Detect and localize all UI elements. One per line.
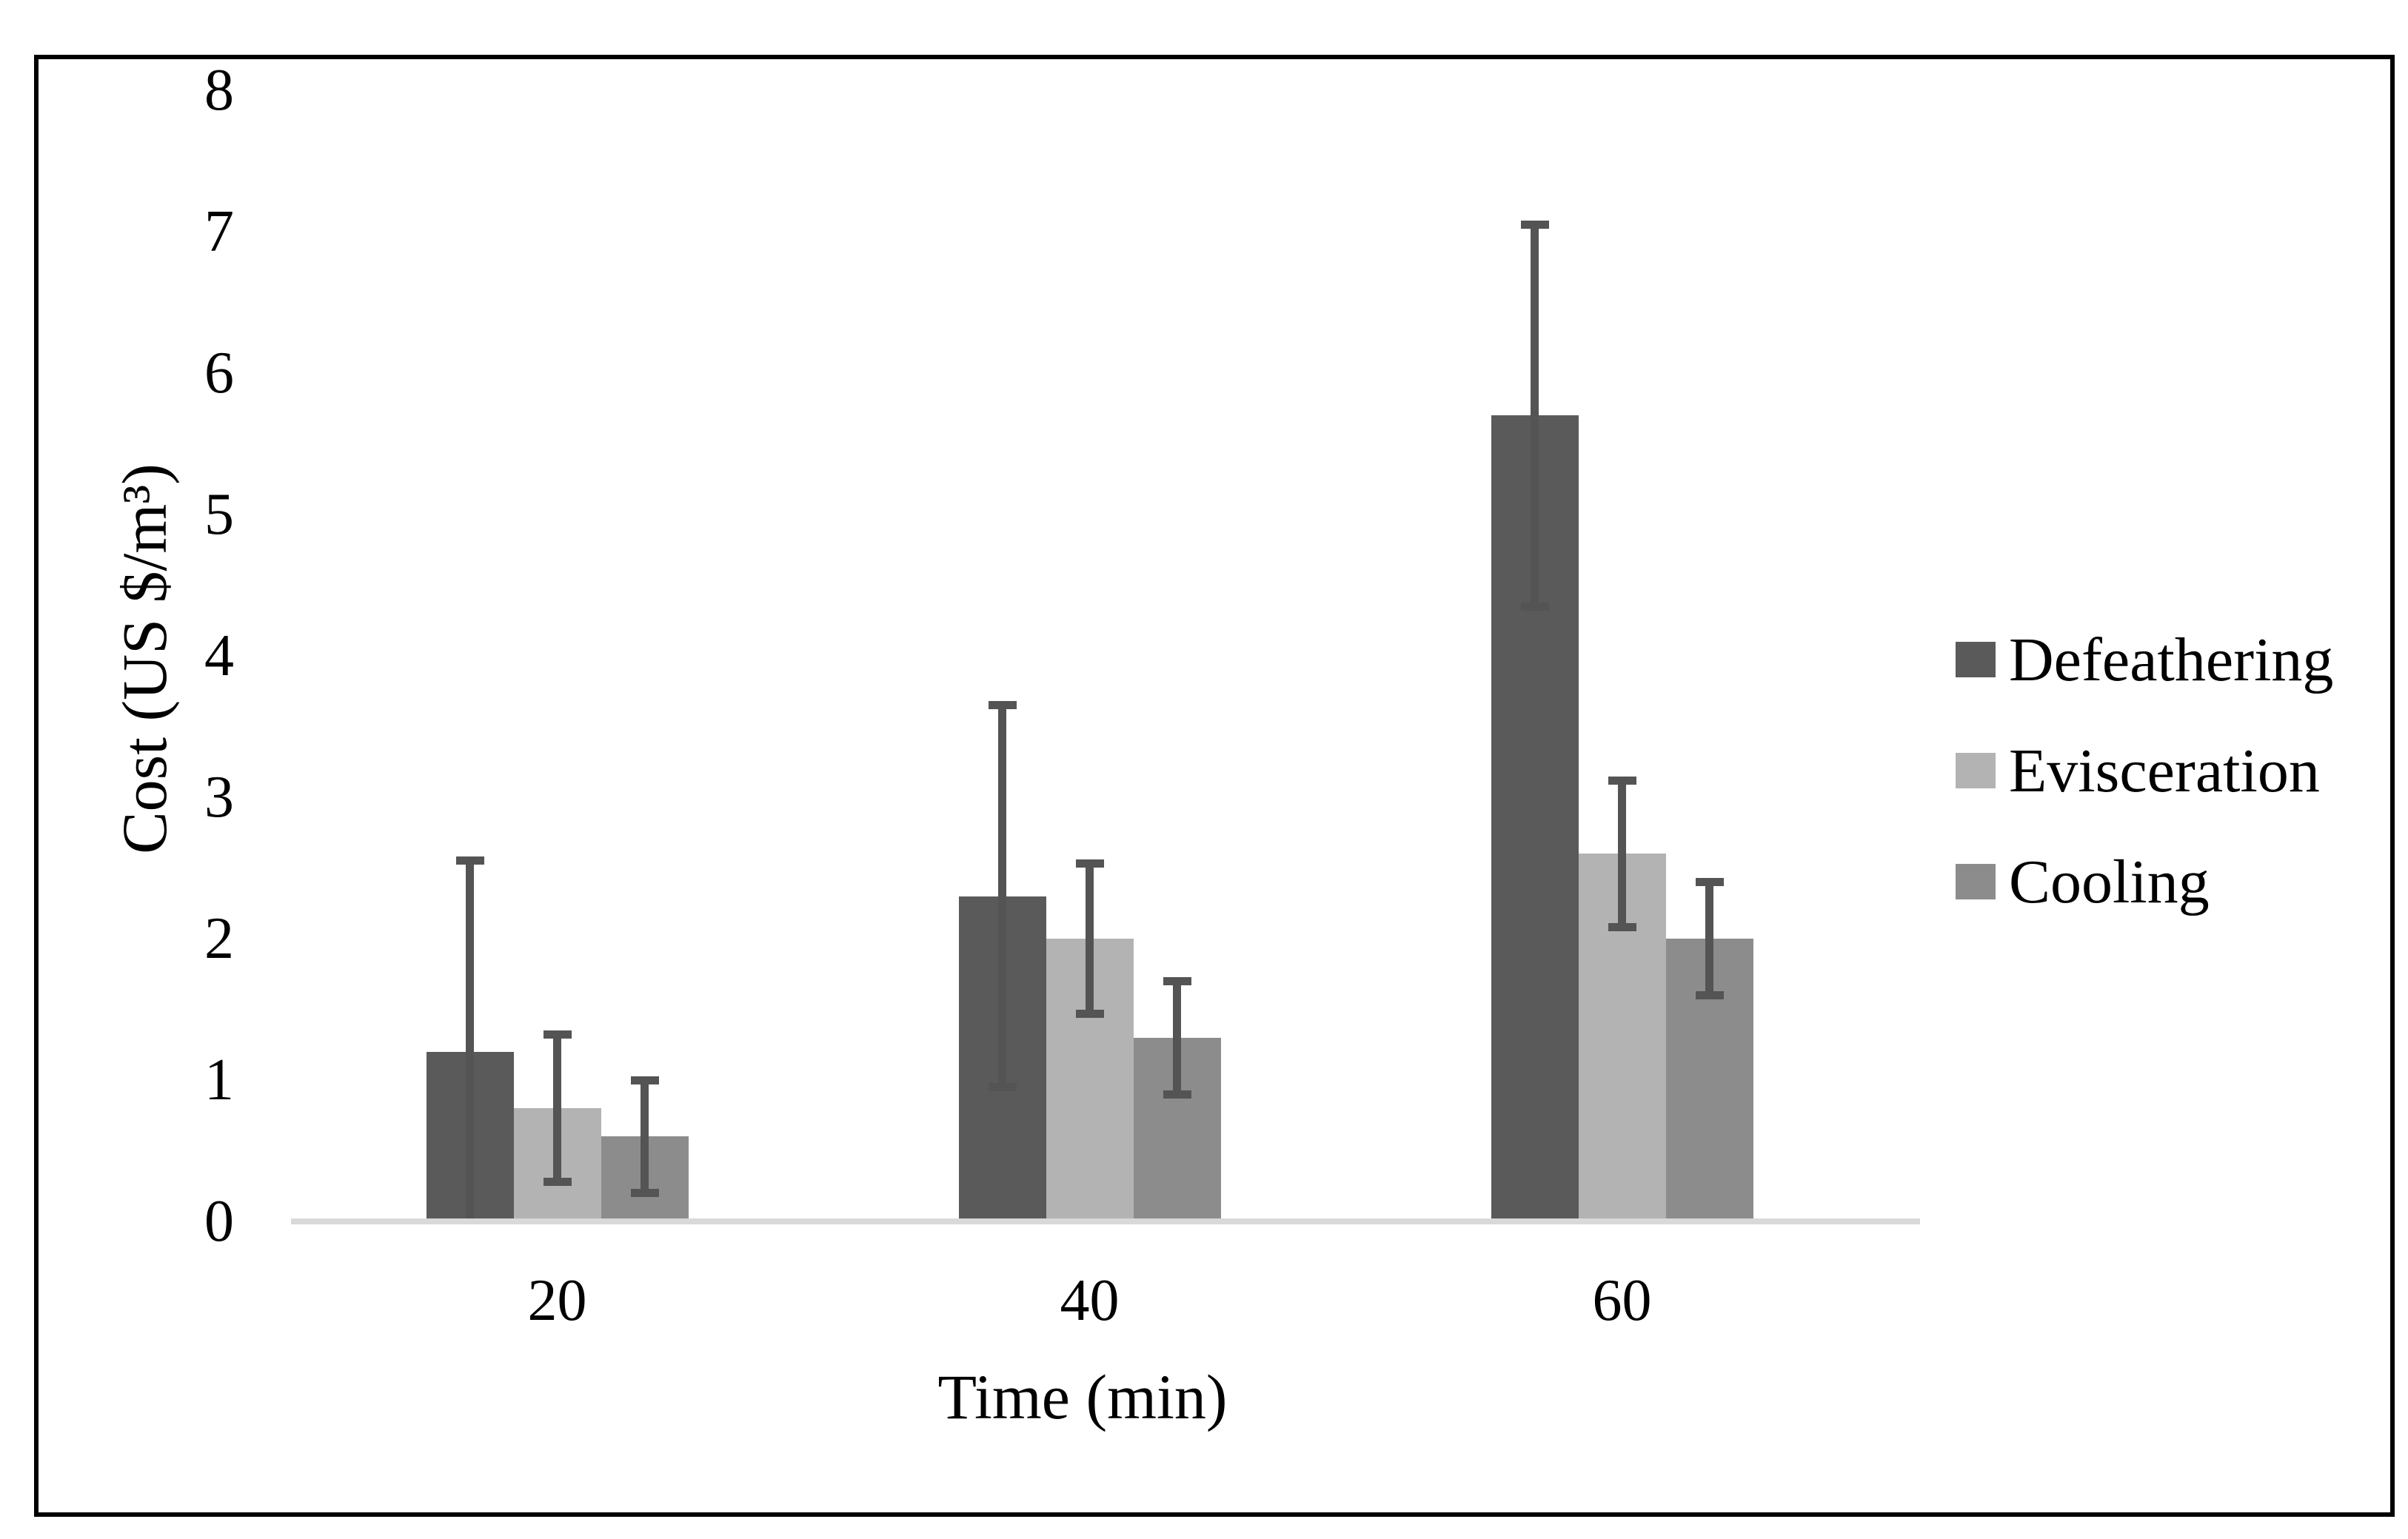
y-tick-label: 0 (204, 1189, 234, 1254)
error-bar-cap-top (543, 1030, 572, 1039)
legend-swatch-defeathering (1956, 642, 1996, 677)
x-axis-title: Time (min) (937, 1361, 1228, 1432)
y-tick-label: 3 (204, 765, 234, 830)
legend-label-defeathering: Defeathering (2009, 625, 2334, 694)
y-tick-label: 8 (204, 58, 234, 123)
error-bar-cap-top (1520, 220, 1549, 229)
error-bar-line (998, 705, 1006, 1087)
error-bar-cap-bottom (630, 1189, 659, 1198)
error-bar-cap-top (1608, 776, 1636, 785)
legend-swatch-cooling (1956, 864, 1996, 899)
error-bar-line (553, 1034, 561, 1182)
y-tick-label: 1 (204, 1047, 234, 1113)
error-bar-cap-top (1163, 976, 1191, 985)
error-bar-cap-bottom (1163, 1090, 1191, 1099)
x-tick-label: 40 (1060, 1268, 1120, 1333)
legend-label-cooling: Cooling (2009, 847, 2210, 916)
error-bar-line (1173, 981, 1181, 1095)
error-bar-line (1086, 863, 1094, 1014)
legend-swatch-evisceration (1956, 753, 1996, 788)
error-bar-cap-bottom (1520, 602, 1549, 611)
y-tick-label: 7 (204, 199, 234, 264)
figure-border (34, 55, 2395, 1517)
error-bar-line (641, 1080, 649, 1193)
error-bar-cap-top (630, 1076, 659, 1084)
error-bar-line (1705, 882, 1713, 996)
x-tick-label: 60 (1592, 1268, 1652, 1333)
y-tick-label: 6 (204, 341, 234, 406)
error-bar-cap-bottom (543, 1178, 572, 1187)
legend-item-defeathering: Defeathering (1956, 623, 2333, 697)
error-bar-line (1618, 780, 1626, 928)
x-axis-line (291, 1218, 1920, 1224)
error-bar-cap-top (1695, 878, 1724, 887)
error-bar-cap-bottom (1695, 990, 1724, 999)
error-bar-cap-top (1075, 859, 1104, 868)
y-tick-label: 4 (204, 623, 234, 688)
x-tick-label: 20 (527, 1268, 587, 1333)
error-bar-cap-top (455, 856, 484, 865)
legend-item-evisceration: Evisceration (1956, 734, 2320, 808)
error-bar-line (1531, 224, 1539, 607)
error-bar-cap-bottom (1075, 1009, 1104, 1018)
y-tick-label: 5 (204, 482, 234, 547)
y-tick-label: 2 (204, 906, 234, 971)
error-bar-cap-bottom (988, 1083, 1017, 1092)
error-bar-cap-top (988, 701, 1017, 710)
error-bar-line (466, 860, 474, 1218)
legend-label-evisceration: Evisceration (2009, 736, 2320, 805)
legend-item-cooling: Cooling (1956, 845, 2210, 919)
error-bar-cap-bottom (1608, 923, 1636, 932)
